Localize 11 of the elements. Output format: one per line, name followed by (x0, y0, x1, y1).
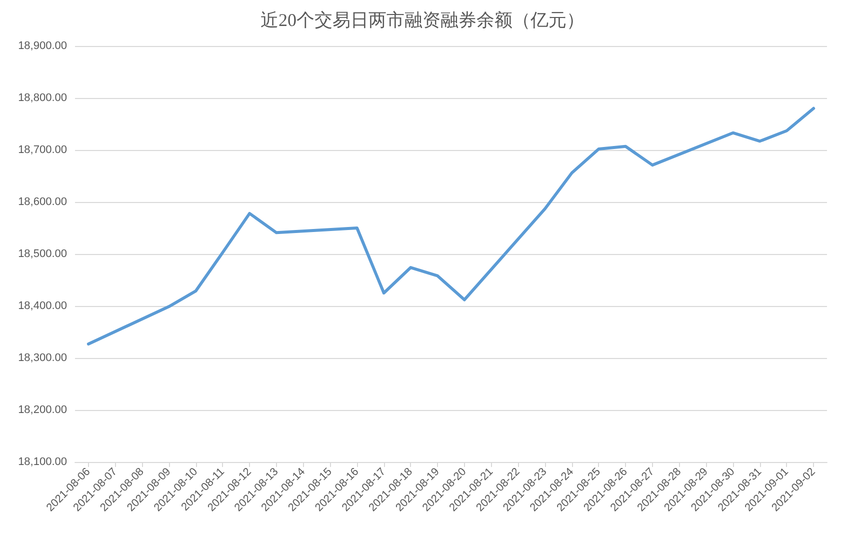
line-series (86, 106, 816, 346)
chart-title: 近20个交易日两市融资融券余额（亿元） (260, 10, 584, 30)
y-tick-label: 18,600.00 (18, 196, 67, 208)
y-tick-label: 18,900.00 (18, 40, 67, 52)
y-tick-label: 18,100.00 (18, 456, 67, 468)
y-tick-label: 18,800.00 (18, 92, 67, 104)
y-tick-label: 18,500.00 (18, 248, 67, 260)
y-tick-label: 18,300.00 (18, 352, 67, 364)
y-tick-label: 18,200.00 (18, 404, 67, 416)
y-tick-label: 18,400.00 (18, 300, 67, 312)
y-tick-label: 18,700.00 (18, 144, 67, 156)
